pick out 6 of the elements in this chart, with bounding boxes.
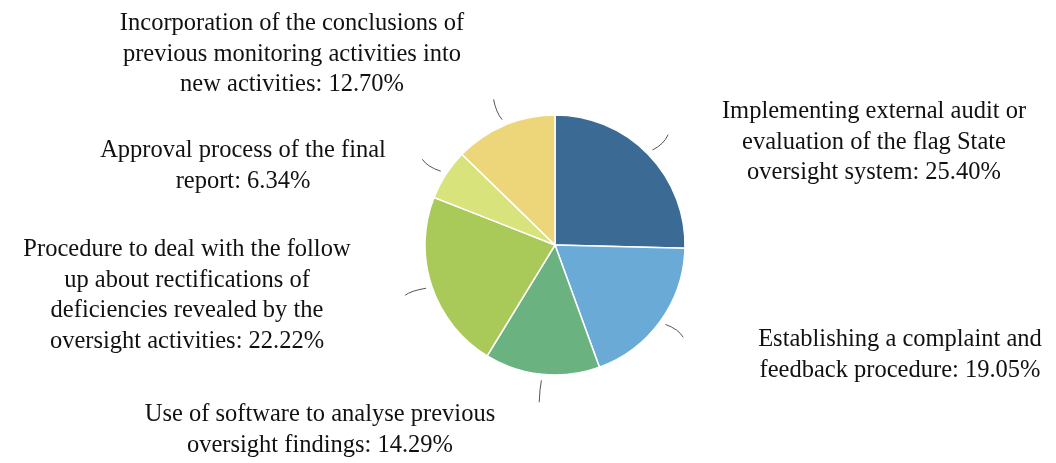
- slice-label: Use of software to analyse previous oversight findings: 14.29%: [144, 399, 496, 457]
- slice-label: Procedure to deal with the follow up about rectifications of deficiencies revealed by the oversight activities: 22.22%: [23, 234, 351, 353]
- slice-label: Implementing external audit or evaluation of the flag State oversight system: 25.40%: [721, 96, 1027, 184]
- slice-label: Establishing a complaint and feedback procedure: 19.05%: [758, 324, 1042, 382]
- slice-label: Incorporation of the conclusions of previous monitoring activities into new activities: 12.70%: [119, 8, 465, 96]
- slice-label: Approval process of the final report: 6.34%: [100, 135, 387, 193]
